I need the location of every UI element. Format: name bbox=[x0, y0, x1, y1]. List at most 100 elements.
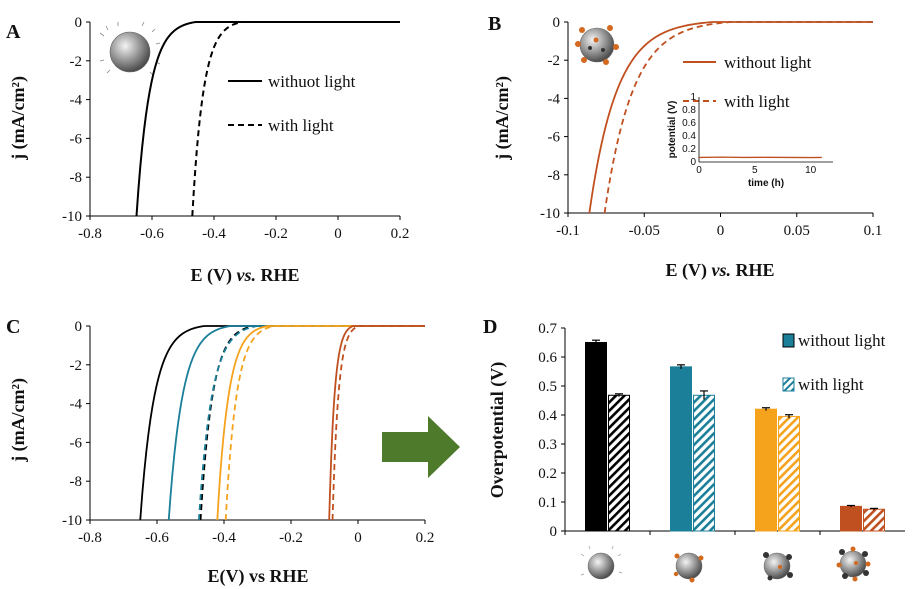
bar-0-1 bbox=[608, 394, 630, 532]
y-tick-label: -4 bbox=[70, 93, 83, 109]
y-tick-label: -8 bbox=[70, 170, 83, 186]
category-icons bbox=[580, 545, 871, 583]
bar-1-0 bbox=[670, 366, 692, 532]
x-tick-label: -0.2 bbox=[279, 530, 303, 546]
y-tick-label: -6 bbox=[70, 435, 83, 451]
series-line-1 bbox=[191, 21, 400, 217]
panel-b-ylabel: j (mA/cm²) bbox=[492, 76, 513, 161]
y-tick-label: -8 bbox=[70, 474, 83, 490]
sphere-mixed-dots-icon bbox=[836, 546, 871, 582]
panel-d-plot: 0 0.1 0.2 0.3 0.4 0.5 0.6 0.7 bbox=[538, 321, 905, 540]
y-tick-label: 0.2 bbox=[538, 466, 557, 482]
legend-label-b0: without light bbox=[724, 53, 812, 72]
x-tick-label: 0 bbox=[717, 223, 725, 239]
panel-d: D 0 0.1 0.2 0.3 0.4 0.5 0.6 0.7 without light w… bbox=[483, 316, 905, 583]
panel-a-xlabel: E (V) vs. RHE bbox=[190, 265, 299, 286]
x-tick-label: 0 bbox=[334, 226, 342, 242]
series-line-7 bbox=[331, 325, 425, 521]
x-tick-label: -0.2 bbox=[264, 226, 288, 242]
panel-a: A -0.8 -0.6 -0.4 -0.2 0 0.2 0 -2 -4 -6 -8 -10 withu… bbox=[6, 15, 409, 286]
y-tick-label: -6 bbox=[548, 130, 561, 146]
x-tick-label: 0 bbox=[354, 530, 362, 546]
inset-ylabel: potential (V) bbox=[667, 101, 678, 159]
series-line-0 bbox=[139, 325, 425, 521]
y-tick-label: -2 bbox=[70, 358, 83, 374]
y-tick-label: -2 bbox=[548, 53, 561, 69]
series-line-0 bbox=[588, 21, 873, 214]
x-tick-label: 0.05 bbox=[784, 223, 810, 239]
series-line-3 bbox=[197, 325, 425, 521]
bar-3-1 bbox=[863, 508, 885, 532]
inset-x-tick-label: 5 bbox=[752, 165, 758, 176]
panel-d-legend: without light with light bbox=[782, 331, 886, 394]
bar-2-1 bbox=[778, 415, 800, 532]
y-tick-label: -8 bbox=[548, 168, 561, 184]
y-tick-label: -6 bbox=[70, 131, 83, 147]
inset-y-tick-label: 0 bbox=[690, 157, 696, 168]
x-tick-label: -0.4 bbox=[212, 530, 236, 546]
sphere-few-dots-icon bbox=[673, 552, 704, 583]
y-tick-label: 0 bbox=[75, 319, 83, 335]
x-tick-label: -0.6 bbox=[140, 226, 164, 242]
green-arrow-icon bbox=[382, 416, 460, 478]
panel-b: B -0.1 -0.05 0 0.05 0.1 0 -2 -4 -6 -8 -10 without … bbox=[488, 13, 882, 281]
series-line-1 bbox=[199, 325, 425, 521]
bar-1-1 bbox=[693, 394, 715, 532]
y-tick-label: -4 bbox=[548, 91, 561, 107]
panel-a-sphere-icon bbox=[99, 21, 161, 76]
y-tick-label: 0.3 bbox=[538, 437, 557, 453]
inset-y-tick-label: 0.2 bbox=[682, 144, 696, 155]
panel-a-letter: A bbox=[6, 21, 21, 43]
legend-swatch-solid bbox=[782, 333, 795, 348]
x-tick-label: -0.8 bbox=[78, 226, 102, 242]
panel-d-letter: D bbox=[483, 316, 497, 338]
series-line-5 bbox=[224, 325, 425, 521]
inset-x-tick-label: 10 bbox=[805, 165, 817, 176]
legend-label-a0: withuot light bbox=[268, 72, 356, 91]
panel-b-letter: B bbox=[488, 13, 501, 35]
bar-2-0 bbox=[755, 408, 777, 532]
y-tick-label: 0.7 bbox=[538, 321, 557, 337]
panel-c-plot: -0.8 -0.6 -0.4 -0.2 0 0.2 0 -2 -4 -6 -8 -10 bbox=[62, 319, 434, 546]
panel-c-letter: C bbox=[6, 316, 20, 338]
panel-c-ylabel: j (mA/cm²) bbox=[8, 378, 29, 463]
legend-label-b1: with light bbox=[724, 92, 790, 111]
x-tick-label: -0.8 bbox=[78, 530, 102, 546]
panel-b-sphere-icon bbox=[575, 25, 619, 65]
inset-x-tick-label: 0 bbox=[696, 165, 702, 176]
arrow-shape bbox=[382, 416, 460, 478]
x-tick-label: -0.4 bbox=[202, 226, 226, 242]
legend-label-d0: without light bbox=[798, 331, 886, 350]
y-tick-label: 0 bbox=[75, 15, 83, 31]
y-tick-label: -10 bbox=[62, 513, 82, 529]
panel-d-ylabel: Overpotential (V) bbox=[487, 362, 508, 498]
y-tick-label: 0.1 bbox=[538, 495, 557, 511]
y-tick-label: -10 bbox=[540, 206, 560, 222]
y-tick-label: 0 bbox=[550, 524, 558, 540]
panel-a-ylabel: j (mA/cm²) bbox=[8, 76, 29, 161]
inset-xlabel: time (h) bbox=[748, 178, 784, 189]
x-tick-label: 0.2 bbox=[416, 530, 435, 546]
series-line-4 bbox=[216, 325, 425, 521]
y-tick-label: 0.6 bbox=[538, 350, 557, 366]
y-tick-label: -2 bbox=[70, 54, 83, 70]
panel-b-xlabel: E (V) vs. RHE bbox=[665, 260, 774, 281]
inset-y-tick-label: 1 bbox=[690, 92, 696, 103]
inset-y-tick-label: 0.8 bbox=[682, 105, 696, 116]
panel-c: C -0.8 -0.6 -0.4 -0.2 0 0.2 0 -2 -4 -6 -8 -10 E(V) … bbox=[6, 316, 434, 587]
y-tick-label: 0.4 bbox=[538, 408, 557, 424]
x-tick-label: -0.6 bbox=[145, 530, 169, 546]
series-line-1 bbox=[603, 21, 873, 214]
bare-sphere-icon bbox=[580, 545, 623, 580]
legend-label-a1: with light bbox=[268, 116, 334, 135]
x-tick-label: 0.2 bbox=[391, 226, 410, 242]
bar-3-0 bbox=[840, 505, 862, 532]
inset-y-tick-label: 0.6 bbox=[682, 118, 696, 129]
legend-label-d1: with light bbox=[798, 375, 864, 394]
panel-b-plot: -0.1 -0.05 0 0.05 0.1 0 -2 -4 -6 -8 -10 bbox=[540, 15, 882, 239]
bar-0-0 bbox=[585, 342, 607, 532]
legend-swatch-hatched bbox=[782, 377, 795, 392]
x-tick-label: 0.1 bbox=[864, 223, 883, 239]
